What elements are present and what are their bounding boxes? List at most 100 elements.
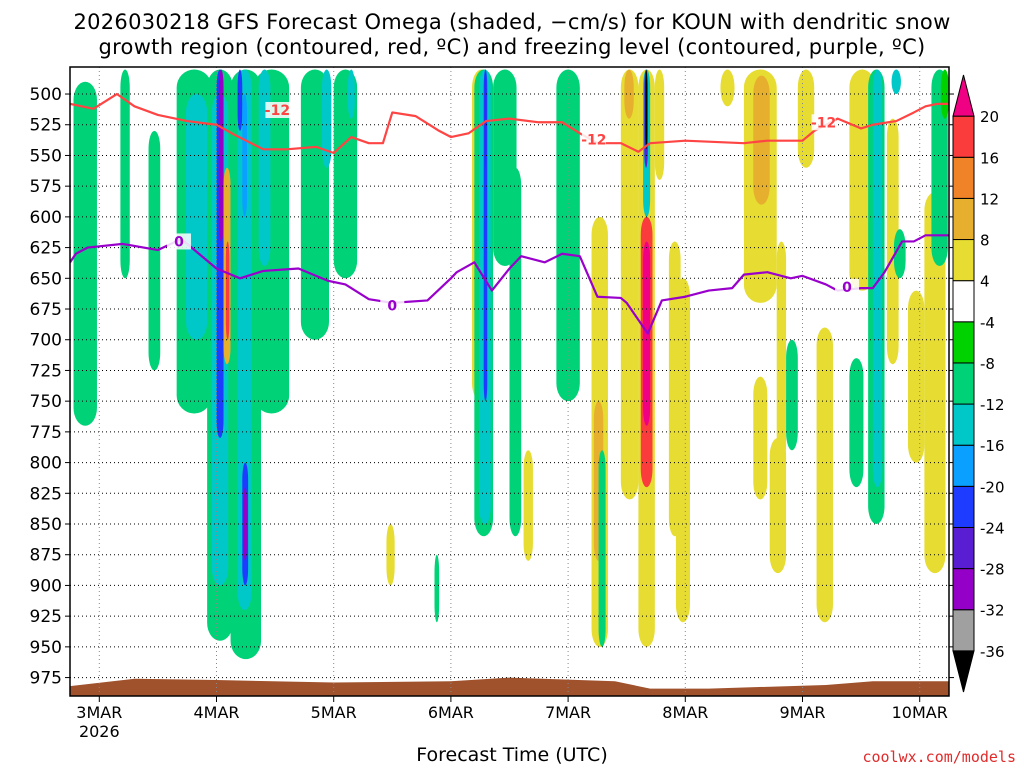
omega-cell-51: [753, 376, 768, 500]
contour-label-bg-0-2: [811, 114, 836, 131]
colorbar-bin-3: [952, 526, 975, 570]
colorbar-label-12: 16: [980, 149, 999, 167]
y-tick-label-925: 925: [30, 607, 62, 627]
omega-cell-67: [940, 69, 949, 119]
colorbar-label-3: -24: [980, 519, 1005, 537]
y-tick-label-575: 575: [30, 177, 62, 197]
colorbar-bin-13: [952, 115, 975, 158]
colorbar-bin-5: [952, 444, 975, 487]
x-tick-label-1: 4MAR: [193, 703, 239, 722]
omega-cell-53: [786, 339, 798, 451]
omega-cell-52: [776, 241, 787, 463]
omega-cell-45: [654, 69, 665, 181]
contour-label-0-1: -12: [581, 132, 606, 148]
omega-cell-65: [924, 192, 946, 574]
omega-cell-29: [484, 69, 487, 168]
omega-cell-32: [523, 450, 533, 561]
ground-surface: [70, 677, 949, 696]
omega-cell-10: [225, 241, 230, 340]
colorbar-label-7: -8: [980, 355, 995, 373]
y-tick-label-800: 800: [30, 454, 62, 474]
y-tick-label-875: 875: [30, 546, 62, 566]
omega-cell-48: [720, 69, 735, 107]
omega-cell-58: [849, 358, 864, 488]
contour-label-bg-1-1: [380, 297, 405, 314]
chart-title-line-2: growth region (contoured, red, ºC) and f…: [98, 35, 926, 59]
colorbar-bin-11: [952, 197, 975, 241]
omega-cell-62: [886, 118, 899, 365]
contour-label-bg-0-0: [265, 101, 290, 118]
colorbar-label-10: 8: [980, 232, 990, 250]
dendritic-growth-contour: [70, 92, 949, 155]
y-tick-label-725: 725: [30, 361, 62, 381]
x-tick-label-5: 8MAR: [662, 703, 708, 722]
x-tick-label-7: 10MAR: [892, 703, 948, 722]
x-tick-sublabel-0: 2026: [79, 722, 120, 741]
contour-label-0-2: -12: [811, 115, 836, 131]
y-tick-label-675: 675: [30, 300, 62, 320]
x-tick-label-0: 3MAR: [76, 703, 122, 722]
contour-label-bg-0-1: [581, 131, 606, 148]
x-tick-label-6: 9MAR: [779, 703, 825, 722]
omega-cell-22: [347, 69, 355, 119]
y-tick-label-600: 600: [30, 208, 62, 228]
colorbar-label-13: 20: [980, 108, 999, 126]
omega-cell-37: [620, 69, 639, 500]
chart-title-line-1: 2026030218 GFS Forecast Omega (shaded, −…: [73, 10, 951, 34]
y-tick-label-500: 500: [30, 85, 62, 105]
colorbar-label-1: -32: [980, 602, 1005, 620]
y-tick-label-625: 625: [30, 239, 62, 259]
colorbar-label-2: -28: [980, 561, 1005, 579]
colorbar-bin-2: [952, 568, 975, 611]
omega-cell-47: [675, 278, 690, 623]
omega-cell-44: [645, 69, 648, 150]
y-tick-label-525: 525: [30, 116, 62, 136]
omega-cell-60: [872, 69, 883, 488]
plot-frame: [69, 66, 950, 697]
y-tick-label-950: 950: [30, 638, 62, 658]
omega-cell-66: [931, 69, 948, 267]
omega-cell-50: [753, 75, 770, 205]
x-tick-label-4: 7MAR: [545, 703, 591, 722]
omega-cell-20: [321, 69, 332, 168]
omega-cell-28: [483, 69, 488, 402]
colorbar-label-6: -12: [980, 396, 1005, 414]
colorbar-label-9: 4: [980, 273, 990, 291]
omega-cell-24: [434, 554, 440, 623]
omega-cell-0: [73, 81, 97, 426]
colorbar-bin-12: [952, 156, 975, 199]
y-tick-label-850: 850: [30, 515, 62, 535]
omega-cell-61: [891, 69, 901, 95]
colorbar-label-11: 12: [980, 190, 999, 208]
contour-label-bg-1-2: [835, 278, 860, 295]
y-tick-label-750: 750: [30, 392, 62, 412]
y-tick-label-650: 650: [30, 269, 62, 289]
y-tick-label-550: 550: [30, 146, 62, 166]
omega-cell-56: [816, 327, 833, 623]
colorbar-bin-7: [952, 362, 975, 405]
colorbar-bin-4: [952, 485, 975, 528]
colorbar-label-0: -36: [980, 643, 1005, 661]
colorbar-bin-6: [952, 403, 975, 446]
omega-cell-14: [242, 94, 247, 217]
omega-cell-18: [258, 69, 271, 267]
y-tick-label-900: 900: [30, 576, 62, 596]
colorbar-bin-0: [952, 650, 975, 693]
omega-cell-12: [237, 69, 252, 611]
watermark: coolwx.com/models: [862, 748, 1016, 766]
contour-label-1-2: 0: [842, 280, 852, 296]
omega-cell-31: [509, 167, 522, 537]
colorbar-bin-14: [952, 74, 975, 117]
omega-cell-21: [333, 69, 358, 279]
contour-label-0-0: -12: [265, 103, 290, 119]
colorbar-label-4: -20: [980, 478, 1005, 496]
omega-cell-1: [120, 69, 130, 279]
colorbar-label-8: -4: [980, 314, 995, 332]
y-tick-label-975: 975: [30, 669, 62, 689]
x-tick-label-3: 6MAR: [428, 703, 474, 722]
colorbar-bin-1: [952, 609, 975, 652]
omega-cell-16: [243, 487, 247, 561]
omega-cell-8: [218, 69, 224, 242]
omega-cell-4: [186, 94, 208, 340]
